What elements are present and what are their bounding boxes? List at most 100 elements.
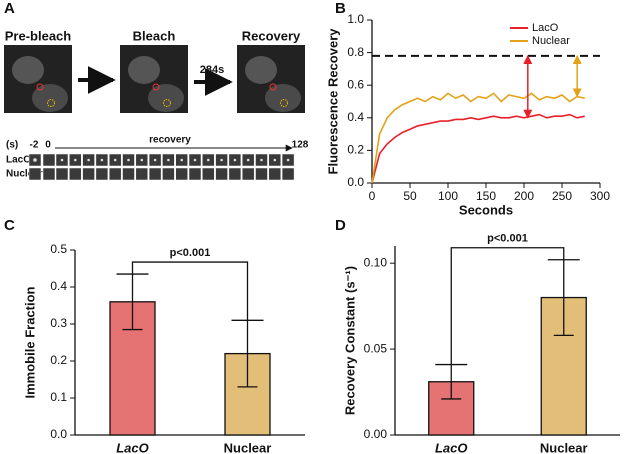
strip-spot bbox=[220, 158, 223, 162]
strip-frame bbox=[241, 167, 255, 181]
strip-frame bbox=[188, 167, 202, 181]
panel-label: A bbox=[4, 0, 15, 17]
strip-unit: (s) bbox=[6, 140, 18, 151]
y-tick-label: 1.0 bbox=[347, 12, 364, 26]
strip-frame bbox=[202, 167, 215, 181]
x-tick-label: 50 bbox=[403, 189, 417, 203]
strip-spot bbox=[273, 158, 277, 162]
strip-frame bbox=[42, 153, 56, 167]
y-axis-label: Immobile Fraction bbox=[22, 286, 37, 398]
strip-spot bbox=[193, 158, 197, 162]
panel-label: C bbox=[4, 217, 15, 234]
strip-frame bbox=[95, 167, 109, 181]
strip-frame bbox=[268, 167, 282, 181]
strip-spot bbox=[180, 158, 183, 162]
strip-spot bbox=[233, 158, 237, 162]
strip-frame bbox=[255, 167, 268, 181]
significance-bracket bbox=[450, 247, 565, 365]
line bbox=[371, 113, 585, 184]
significance-bracket bbox=[131, 261, 249, 321]
strip-frame bbox=[281, 167, 295, 181]
y-tick-label: 0.6 bbox=[347, 77, 364, 91]
strip-frame bbox=[228, 167, 242, 181]
panel-label: B bbox=[335, 0, 346, 17]
legend-label: LacO bbox=[532, 22, 559, 34]
strip bbox=[28, 153, 295, 181]
strip-frame bbox=[175, 167, 188, 181]
nucleus bbox=[32, 84, 68, 112]
y-tick-label: 0.4 bbox=[50, 279, 67, 293]
strip-frame bbox=[42, 167, 56, 181]
x-tick-label: Nuclear bbox=[540, 440, 588, 454]
strip-spot bbox=[127, 158, 130, 162]
strip-spot bbox=[246, 158, 250, 162]
y-tick-label: 0.10 bbox=[364, 255, 388, 269]
panel-label: D bbox=[335, 217, 346, 234]
row-label: Nuclear bbox=[6, 169, 43, 180]
x-axis-label: Seconds bbox=[459, 202, 513, 217]
strip-spot bbox=[33, 158, 37, 162]
y-tick-label: 0.4 bbox=[347, 110, 364, 124]
strip-spot bbox=[167, 158, 170, 162]
strip-spot bbox=[286, 158, 290, 162]
y-tick-label: 0.3 bbox=[50, 316, 67, 330]
x-tick-label: 150 bbox=[476, 189, 496, 203]
line bbox=[371, 92, 585, 184]
x-tick-label: 200 bbox=[514, 189, 534, 203]
strip-frame bbox=[28, 167, 42, 181]
y-tick-label: 0.0 bbox=[50, 427, 67, 441]
strip-frame bbox=[135, 167, 149, 181]
interval: 284s bbox=[200, 64, 224, 76]
bleach-spot bbox=[36, 83, 44, 91]
y-axis-label: Fluorescence Recovery bbox=[325, 28, 340, 175]
strip-spot bbox=[260, 158, 263, 162]
row-label: LacO bbox=[6, 155, 31, 166]
annotation: p<0.001 bbox=[170, 247, 211, 259]
stage-label: Recovery bbox=[242, 28, 301, 43]
y-tick-label: 0.00 bbox=[364, 427, 388, 441]
strip-frame bbox=[122, 167, 135, 181]
strip-spot bbox=[207, 158, 210, 162]
strip-frame bbox=[69, 167, 82, 181]
strip-spot bbox=[60, 158, 64, 162]
x-tick-label: LacO bbox=[116, 440, 149, 454]
y-tick-label: 0.1 bbox=[50, 390, 67, 404]
y-tick-label: 0.2 bbox=[347, 143, 364, 157]
x-tick-label: LacO bbox=[435, 440, 468, 454]
stage-label: Bleach bbox=[133, 28, 176, 43]
y-tick-label: 0.2 bbox=[50, 353, 67, 367]
x-tick-label: 250 bbox=[552, 189, 572, 203]
strip-spot bbox=[100, 158, 104, 162]
x-tick-label: 300 bbox=[590, 189, 610, 203]
strip-spot bbox=[113, 158, 117, 162]
strip-frame bbox=[55, 167, 69, 181]
y-tick-label: 0.05 bbox=[364, 341, 388, 355]
bleach-spot bbox=[47, 99, 55, 107]
strip-frame bbox=[82, 167, 95, 181]
strip-spot bbox=[153, 158, 157, 162]
strip-tick: 0 bbox=[45, 140, 51, 151]
strip-spot bbox=[140, 158, 144, 162]
y-tick-label: 0.0 bbox=[347, 175, 364, 189]
strip-frame bbox=[108, 167, 122, 181]
strip-frame bbox=[148, 167, 162, 181]
y-axis-label: Recovery Constant (s⁻¹) bbox=[342, 266, 357, 415]
strip-tick: 128 bbox=[292, 140, 309, 151]
nucleus bbox=[12, 56, 44, 84]
strip-spot bbox=[74, 158, 77, 162]
x-tick-label: 0 bbox=[369, 189, 376, 203]
strip-frame bbox=[215, 167, 228, 181]
strip-tick: -2 bbox=[30, 140, 39, 151]
strip-label: recovery bbox=[149, 135, 191, 146]
stage-label: Pre-bleach bbox=[5, 28, 72, 43]
annotation: p<0.001 bbox=[487, 233, 528, 245]
strip-frame bbox=[162, 167, 175, 181]
panel-a: Pre-bleach Bleach Recovery 284s (s) -2 0… bbox=[4, 28, 309, 181]
y-tick-label: 0.5 bbox=[50, 242, 67, 256]
y-tick-label: 0.8 bbox=[347, 45, 364, 59]
x-tick-label: 100 bbox=[438, 189, 458, 203]
strip-spot bbox=[87, 158, 90, 162]
x-tick-label: Nuclear bbox=[224, 440, 272, 454]
legend-label: Nuclear bbox=[532, 35, 570, 47]
